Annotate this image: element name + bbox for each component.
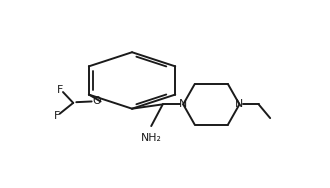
Text: NH₂: NH₂ — [141, 133, 162, 143]
Text: N: N — [179, 99, 187, 109]
Text: F: F — [53, 111, 60, 121]
Text: O: O — [92, 96, 101, 106]
Text: F: F — [57, 85, 63, 95]
Text: N: N — [235, 99, 244, 109]
